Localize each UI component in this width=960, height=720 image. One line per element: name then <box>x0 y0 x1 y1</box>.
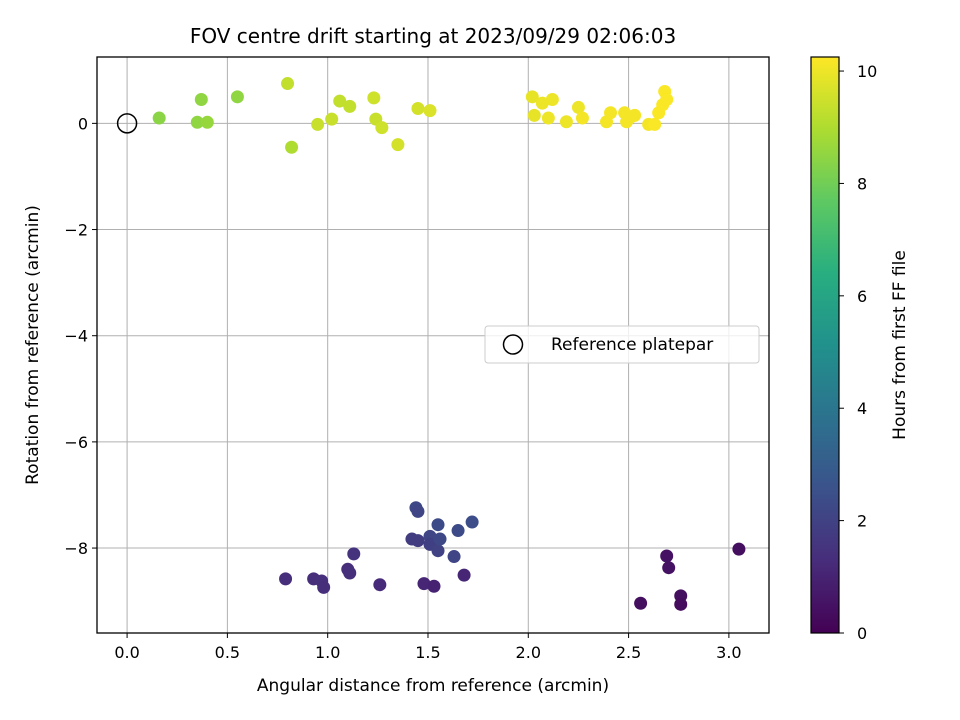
x-tick-label: 0.0 <box>114 643 139 662</box>
data-point <box>433 532 447 546</box>
y-axis-ticks: 0 −2 −4 −6 −8 <box>64 114 97 558</box>
data-point <box>190 115 204 129</box>
data-point <box>457 568 471 582</box>
x-tick-label: 3.0 <box>716 643 741 662</box>
data-point <box>347 547 361 561</box>
data-point <box>281 77 295 91</box>
data-point <box>367 91 381 105</box>
data-point <box>447 550 461 564</box>
data-point <box>431 544 445 558</box>
data-point <box>411 534 425 548</box>
reference-marker-layer <box>116 113 138 134</box>
y-tick-label: −4 <box>64 327 88 346</box>
legend-reference-marker <box>502 334 524 355</box>
data-point <box>391 138 405 152</box>
data-point <box>311 117 325 131</box>
data-point <box>230 90 244 104</box>
data-point <box>279 572 293 586</box>
data-point <box>541 111 555 125</box>
data-point <box>200 115 214 129</box>
data-point <box>431 518 445 532</box>
legend: Reference platepar <box>484 325 760 364</box>
legend-box <box>484 325 760 364</box>
colorbar-tick-label: 0 <box>857 624 867 643</box>
y-tick-label: 0 <box>78 114 88 133</box>
chart-title: FOV centre drift starting at 2023/09/29 … <box>190 24 676 48</box>
y-axis-label: Rotation from reference (arcmin) <box>23 205 43 485</box>
data-point <box>559 115 573 129</box>
data-point <box>660 92 674 106</box>
data-point <box>674 597 688 611</box>
y-tick-label: −6 <box>64 433 88 452</box>
data-point <box>545 92 559 106</box>
x-tick-label: 2.5 <box>616 643 641 662</box>
data-point <box>325 112 339 126</box>
colorbar-tick-label: 8 <box>857 174 867 193</box>
data-point <box>152 111 166 125</box>
data-point <box>317 580 331 594</box>
data-point <box>660 549 674 563</box>
data-point <box>634 596 648 610</box>
data-point <box>333 94 347 108</box>
scatter-points <box>152 77 746 611</box>
data-point <box>451 524 465 538</box>
colorbar-tick-label: 6 <box>857 287 867 306</box>
data-point <box>343 566 357 580</box>
data-point <box>571 100 585 114</box>
data-point <box>411 101 425 115</box>
colorbar-frame <box>810 56 840 634</box>
x-axis-ticks: 0.0 0.5 1.0 1.5 2.0 2.5 3.0 <box>114 633 742 662</box>
colorbar-tick-label: 4 <box>857 399 867 418</box>
data-point <box>575 111 589 125</box>
data-point <box>732 542 746 556</box>
data-point <box>194 92 208 106</box>
data-point <box>465 515 479 529</box>
x-tick-label: 1.5 <box>415 643 440 662</box>
legend-reference-label: Reference platepar <box>551 335 713 355</box>
plot-frame <box>96 56 770 634</box>
reference-point-marker <box>116 113 138 134</box>
data-point <box>423 104 437 118</box>
data-point <box>604 106 618 120</box>
colorbar-ticks: 0 2 4 6 8 10 <box>839 62 877 643</box>
y-tick-label: −8 <box>64 539 88 558</box>
colorbar-label: Hours from first FF file <box>890 250 910 440</box>
data-point <box>411 504 425 518</box>
data-point <box>525 90 539 104</box>
data-point <box>285 140 299 154</box>
data-point <box>527 108 541 122</box>
x-tick-label: 0.5 <box>215 643 240 662</box>
colorbar: 0 2 4 6 8 10 Hours from first FF file <box>810 56 910 643</box>
data-point <box>535 96 549 110</box>
data-point <box>427 579 441 593</box>
x-tick-label: 2.0 <box>516 643 541 662</box>
colorbar-gradient <box>811 57 839 633</box>
colorbar-tick-label: 2 <box>857 512 867 531</box>
data-point <box>628 108 642 122</box>
colorbar-tick-label: 10 <box>857 62 877 81</box>
data-point <box>662 561 676 575</box>
data-point <box>375 121 389 135</box>
x-tick-label: 1.0 <box>315 643 340 662</box>
y-tick-label: −2 <box>64 221 88 240</box>
data-point <box>373 578 387 592</box>
x-axis-label: Angular distance from reference (arcmin) <box>257 676 609 696</box>
data-point <box>343 99 357 113</box>
data-point <box>648 117 662 131</box>
data-point <box>417 577 431 591</box>
